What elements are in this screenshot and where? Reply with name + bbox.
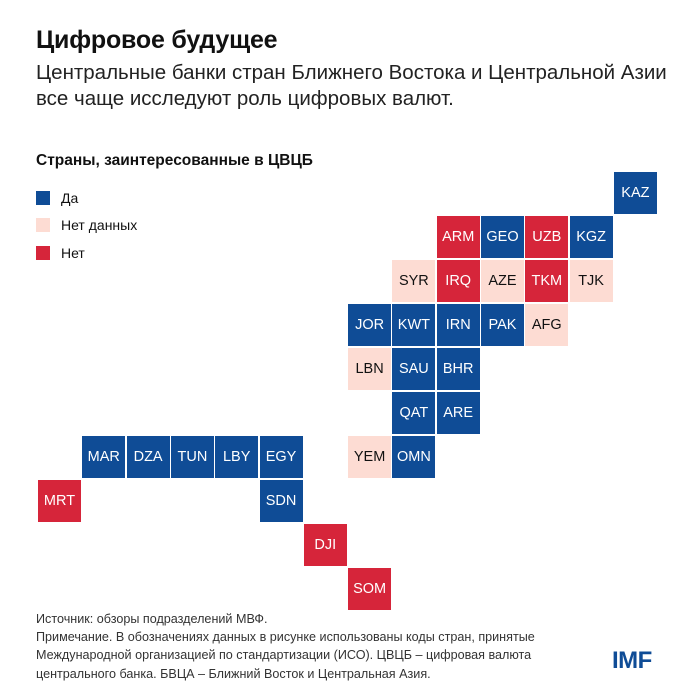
tile-kaz: KAZ — [613, 172, 657, 214]
tile-sau: SAU — [392, 348, 436, 390]
tile-tun: TUN — [170, 436, 214, 478]
tile-tkm: TKM — [525, 260, 569, 302]
chart-title: Цифровое будущее — [36, 26, 278, 54]
tile-afg: AFG — [525, 304, 569, 346]
tile-omn: OMN — [392, 436, 436, 478]
tile-dza: DZA — [126, 436, 170, 478]
footnote: Источник: обзоры подразделений МВФ. Прим… — [36, 610, 596, 683]
footnote-text: Примечание. В обозначениях данных в рису… — [36, 630, 535, 681]
legend-label-yes: Да — [61, 190, 79, 206]
legend-swatch-no-data — [36, 218, 50, 232]
tile-dji: DJI — [303, 524, 347, 566]
legend-title: Страны, заинтересованные в ЦВЦБ — [36, 152, 313, 169]
tile-lbn: LBN — [348, 348, 392, 390]
chart-subtitle: Центральные банки стран Ближнего Востока… — [36, 61, 667, 110]
tile-are: ARE — [436, 392, 480, 434]
tile-pak: PAK — [481, 304, 524, 346]
legend-item-no-data: Нет данных — [36, 217, 137, 233]
tile-yem: YEM — [348, 436, 392, 478]
tile-egy: EGY — [259, 436, 303, 478]
tile-bhr: BHR — [436, 348, 480, 390]
tile-qat: QAT — [392, 392, 436, 434]
tile-kgz: KGZ — [569, 216, 613, 258]
tile-geo: GEO — [481, 216, 524, 258]
tile-som: SOM — [348, 568, 392, 610]
tile-aze: AZE — [481, 260, 524, 302]
legend-label-no-data: Нет данных — [61, 217, 138, 233]
legend-item-no: Нет — [36, 245, 85, 261]
tile-arm: ARM — [436, 216, 480, 258]
tile-tjk: TJK — [569, 260, 613, 302]
tile-mrt: MRT — [38, 480, 81, 522]
legend-swatch-yes — [36, 191, 50, 205]
tile-syr: SYR — [392, 260, 436, 302]
tile-irq: IRQ — [436, 260, 480, 302]
source-note: Источник: обзоры подразделений МВФ. — [36, 612, 268, 626]
tile-sdn: SDN — [259, 480, 303, 522]
tile-uzb: UZB — [525, 216, 569, 258]
legend-swatch-no — [36, 246, 50, 260]
legend-label-no: Нет — [61, 245, 85, 261]
tile-mar: MAR — [82, 436, 126, 478]
tile-irn: IRN — [436, 304, 480, 346]
tile-jor: JOR — [348, 304, 392, 346]
legend-item-yes: Да — [36, 190, 78, 206]
tile-kwt: KWT — [392, 304, 436, 346]
imf-logo: IMF — [612, 647, 652, 674]
tile-lby: LBY — [215, 436, 259, 478]
